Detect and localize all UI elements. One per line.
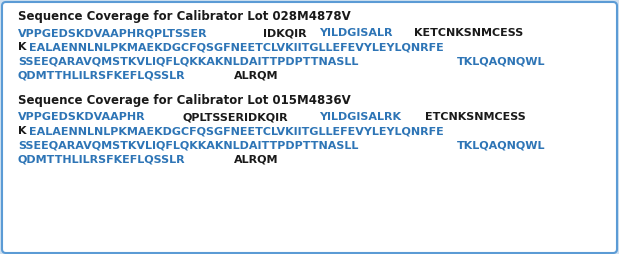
Text: QDMTTHLILRSFKEFLQSSLR: QDMTTHLILRSFKEFLQSSLR: [18, 154, 186, 164]
Text: IDKQIR: IDKQIR: [262, 28, 306, 38]
Text: ETCNKSNMCESS: ETCNKSNMCESS: [425, 112, 526, 122]
Text: EALAENNLNLPKMAEKDGCFQSGFNEETCLVKIITGLLEFEVYLEYLQNRFE: EALAENNLNLPKMAEKDGCFQSGFNEETCLVKIITGLLEF…: [29, 126, 444, 136]
Text: K: K: [18, 42, 27, 52]
Text: TKLQAQNQWL: TKLQAQNQWL: [457, 140, 546, 150]
Text: EALAENNLNLPKMAEKDGCFQSGFNEETCLVKIITGLLEFEVYLEYLQNRFE: EALAENNLNLPKMAEKDGCFQSGFNEETCLVKIITGLLEF…: [29, 42, 444, 52]
Text: SSEEQARAVQMSTKVLIQFLQKKAKNLDAITTPDPTTNASLL: SSEEQARAVQMSTKVLIQFLQKKAKNLDAITTPDPTTNAS…: [18, 56, 358, 66]
Text: Sequence Coverage for Calibrator Lot 015M4836V: Sequence Coverage for Calibrator Lot 015…: [18, 94, 351, 107]
Text: QDMTTHLILRSFKEFLQSSLR: QDMTTHLILRSFKEFLQSSLR: [18, 70, 186, 80]
Text: TKLQAQNQWL: TKLQAQNQWL: [457, 56, 546, 66]
Text: K: K: [18, 126, 27, 136]
Text: VPPGEDSKDVAAPHRQPLTSSER: VPPGEDSKDVAAPHRQPLTSSER: [18, 28, 207, 38]
Text: YILDGISALR: YILDGISALR: [319, 28, 392, 38]
Text: QPLTSSERIDKQIR: QPLTSSERIDKQIR: [183, 112, 288, 122]
Text: SSEEQARAVQMSTKVLIQFLQKKAKNLDAITTPDPTTNASLL: SSEEQARAVQMSTKVLIQFLQKKAKNLDAITTPDPTTNAS…: [18, 140, 358, 150]
Text: ALRQM: ALRQM: [234, 154, 279, 164]
Text: KETCNKSNMCESS: KETCNKSNMCESS: [414, 28, 523, 38]
Text: ALRQM: ALRQM: [234, 70, 279, 80]
Text: YILDGISALRK: YILDGISALRK: [319, 112, 401, 122]
Text: Sequence Coverage for Calibrator Lot 028M4878V: Sequence Coverage for Calibrator Lot 028…: [18, 10, 351, 23]
Text: VPPGEDSKDVAAPHR: VPPGEDSKDVAAPHR: [18, 112, 145, 122]
